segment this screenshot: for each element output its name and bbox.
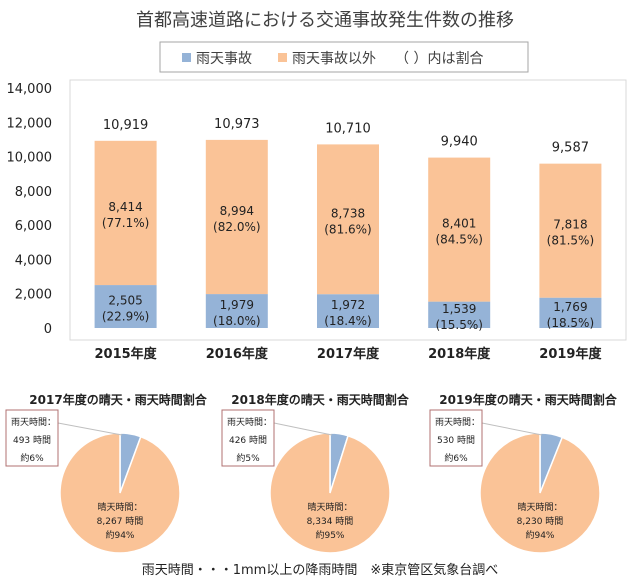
bar-pct-label: (15.5%) (435, 318, 482, 332)
rain-slice-pct: 約6% (444, 452, 468, 464)
clear-slice-label: 晴天時間： (97, 501, 142, 513)
bar-value-label: 1,769 (553, 300, 587, 314)
y-tick-label: 14,000 (7, 82, 53, 97)
y-tick-label: 8,000 (15, 185, 52, 200)
bar-total-label: 10,919 (103, 118, 149, 133)
legend-swatch-other (278, 53, 287, 62)
legend: 雨天事故 雨天事故以外 （ ）内は割合 (159, 41, 529, 73)
x-tick-label: 2018年度 (428, 346, 491, 362)
rain-slice-value: 426 時間 (229, 435, 267, 446)
clear-slice-pct: 約94% (105, 529, 134, 541)
bar-total-label: 9,587 (552, 141, 589, 156)
bar-value-label: 8,414 (108, 200, 142, 214)
x-tick-label: 2017年度 (317, 346, 380, 362)
clear-slice-label: 晴天時間： (517, 501, 562, 513)
bar-other (539, 163, 602, 298)
bar-other (317, 144, 379, 295)
bar-value-label: 2,505 (108, 294, 142, 308)
callout-leader-line (481, 422, 543, 436)
pie-slice-clear (479, 432, 601, 554)
y-tick-label: 6,000 (15, 219, 52, 234)
bar-pct-label: (82.0%) (213, 220, 260, 234)
pie-title: 2019年度の晴天・雨天時間割合 (439, 392, 617, 407)
footnote: 雨天時間・・・1mm以上の降雨時間 ※東京管区気象台調べ (142, 562, 499, 578)
x-tick-label: 2015年度 (95, 346, 158, 362)
bar-value-label: 1,539 (442, 302, 476, 316)
legend-frame (159, 41, 529, 73)
bar-pct-label: (84.5%) (435, 233, 482, 247)
pie-title: 2018年度の晴天・雨天時間割合 (231, 392, 409, 407)
rain-slice-value: 493 時間 (13, 435, 51, 446)
bar-other (428, 157, 491, 302)
bar-total-label: 10,710 (325, 121, 371, 136)
clear-slice-value: 8,334 時間 (307, 516, 354, 527)
callout-box (221, 409, 275, 467)
callout-leader-line (57, 422, 123, 436)
plot-area (69, 79, 627, 341)
bar-other (205, 139, 268, 295)
rain-slice-label: 雨天時間： (227, 417, 272, 428)
bar-value-label: 1,979 (220, 298, 254, 312)
bar-pct-label: (18.0%) (213, 314, 260, 328)
y-tick-label: 10,000 (7, 151, 53, 166)
y-tick-label: 2,000 (15, 288, 52, 303)
bar-total-label: 10,973 (214, 117, 260, 132)
bar-pct-label: (18.5%) (547, 316, 594, 330)
x-tick-label: 2019年度 (539, 346, 602, 362)
bar-value-label: 8,738 (331, 206, 365, 220)
callout-box (429, 409, 483, 467)
pie-slice-clear (59, 432, 181, 554)
bar-pct-label: (22.9%) (102, 310, 149, 324)
bar-value-label: 8,994 (220, 204, 254, 218)
pie-title: 2017年度の晴天・雨天時間割合 (29, 392, 207, 407)
clear-slice-value: 8,267 時間 (97, 516, 144, 527)
pie-slice-clear (269, 432, 391, 554)
rain-slice-pct: 約5% (236, 452, 260, 464)
rain-slice-label: 雨天時間： (435, 417, 480, 428)
bar-group: 0 2,000 4,000 6,000 8,000 10,000 12,000 14,000 2… (7, 82, 603, 362)
bar-rain (317, 294, 379, 328)
chart-title: 首都高速道路における交通事故発生件数の推移 (136, 10, 514, 31)
bar-pct-label: (81.5%) (547, 234, 594, 248)
bar-rain (428, 301, 491, 328)
bar-total-label: 9,940 (441, 135, 478, 150)
bar-rain (205, 294, 268, 328)
clear-slice-value: 8,230 時間 (517, 516, 564, 527)
bar-other (94, 140, 157, 286)
legend-label-other: 雨天事故以外 (292, 51, 376, 67)
bar-pct-label: (81.6%) (324, 222, 371, 236)
clear-slice-pct: 約95% (315, 529, 344, 541)
y-tick-label: 4,000 (15, 253, 52, 268)
bar-value-label: 7,818 (553, 218, 587, 232)
bar-value-label: 8,401 (442, 217, 476, 231)
rain-slice-value: 530 時間 (437, 435, 475, 446)
bar-rain (94, 285, 157, 328)
legend-swatch-rain (182, 53, 191, 62)
legend-label-rain: 雨天事故 (196, 51, 252, 67)
clear-slice-label: 晴天時間： (307, 501, 352, 513)
rain-slice-label: 雨天時間： (11, 417, 56, 428)
legend-note: （ ）内は割合 (395, 50, 483, 67)
callout-leader-line (273, 422, 333, 436)
bar-rain (539, 297, 602, 328)
y-tick-label: 0 (44, 322, 52, 337)
bar-pct-label: (18.4%) (324, 314, 371, 328)
x-tick-label: 2016年度 (206, 346, 269, 362)
clear-slice-pct: 約94% (525, 529, 554, 541)
rain-slice-pct: 約6% (20, 452, 44, 464)
y-tick-label: 12,000 (7, 116, 53, 131)
bar-value-label: 1,972 (331, 298, 365, 312)
callout-box (5, 409, 59, 467)
bar-pct-label: (77.1%) (102, 216, 149, 230)
